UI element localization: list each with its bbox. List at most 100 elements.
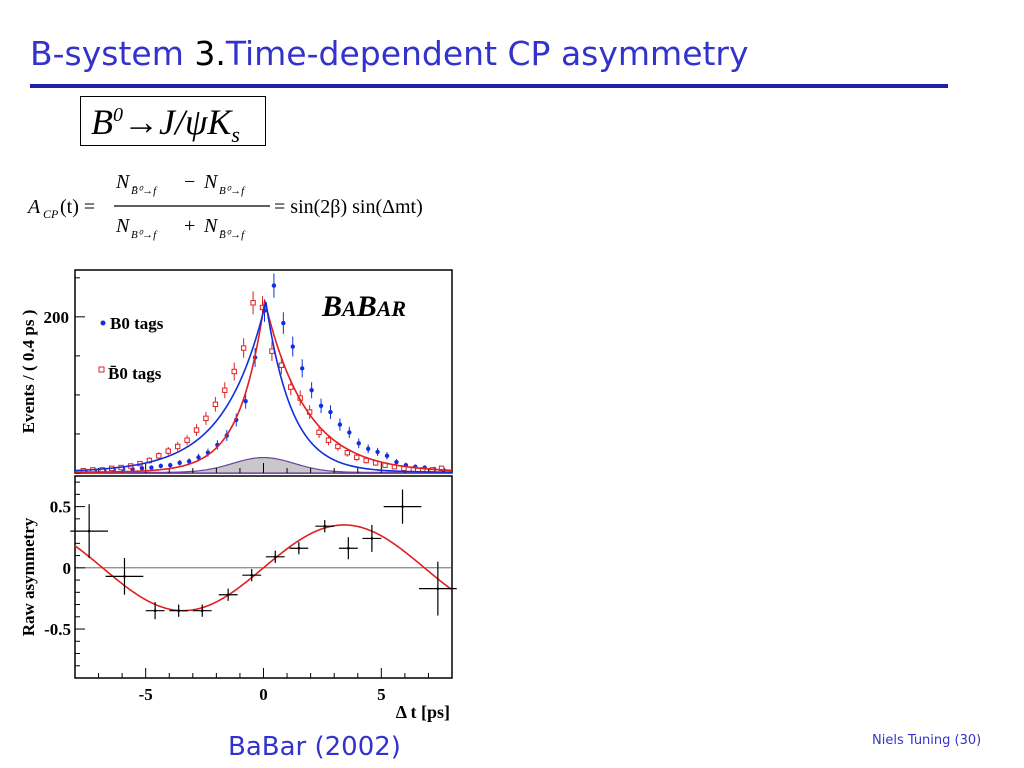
data-point-b0 — [281, 320, 286, 326]
data-point-b0 — [375, 449, 380, 455]
formula-num-n1: N — [115, 171, 131, 193]
formula-rhs: = sin(2β) sin(Δmt) — [274, 196, 423, 218]
data-point-b0bar — [240, 345, 247, 351]
asymmetry-point — [436, 587, 440, 590]
formula-num-n2: N — [203, 171, 219, 193]
data-point-b0bar — [325, 437, 332, 443]
asymmetry-x-tick-label: 5 — [377, 685, 386, 704]
asymmetry-y-tick-label: 0.5 — [50, 498, 71, 517]
title-number: 3. — [194, 34, 226, 73]
data-point-b0 — [328, 409, 333, 415]
events-axis-ticks — [74, 277, 453, 474]
asymmetry-point — [177, 609, 180, 612]
data-point-b0 — [384, 453, 390, 459]
formula-den-n1: N — [115, 215, 131, 237]
formula-plus: + — [184, 215, 195, 237]
data-point-b0bar — [212, 401, 219, 407]
events-fit-curves — [74, 300, 453, 473]
asymmetry-point — [401, 505, 404, 508]
fit-curve-b0 — [74, 301, 453, 473]
decay-channel-box: B0→J/ψKs — [80, 96, 266, 146]
cp-asymmetry-formula: A CP (t) = N B̄⁰→f − N B⁰→f N B⁰→f + N B… — [26, 171, 423, 241]
data-point-b0bar — [184, 437, 190, 443]
asymmetry-fit-line — [74, 524, 453, 612]
legend-marker-b0bar — [98, 366, 105, 373]
asymmetry-panel: -5 0 5 0.5 0 -0.5 Raw asymmetry Δ t [ps] — [19, 475, 457, 722]
asymmetry-point — [87, 529, 91, 533]
data-point-b0bar — [203, 415, 209, 422]
asymmetry-point — [226, 593, 230, 597]
events-panel: Events / ( 0.4 ps ) 200 BABAR B0 tags B̄… — [19, 269, 453, 474]
title-underline — [30, 84, 948, 88]
data-point-b0 — [177, 460, 182, 466]
data-point-b0 — [300, 366, 305, 371]
data-point-b0 — [196, 455, 201, 460]
formula-den-n2: N — [203, 215, 219, 237]
formula-lhs-a: A — [26, 196, 41, 218]
data-point-b0 — [186, 459, 192, 464]
title-prefix: B-system — [30, 34, 195, 73]
asymmetry-x-label: Δ t [ps] — [396, 702, 450, 722]
data-point-b0bar — [250, 300, 256, 306]
asymmetry-point — [153, 609, 157, 612]
formula-den-sub2: B̄⁰→f — [219, 229, 246, 241]
data-point-b0 — [149, 465, 154, 470]
data-point-b0bar — [156, 453, 162, 459]
legend: B0 tags B̄0 tags — [98, 314, 164, 383]
data-point-b0 — [347, 430, 352, 435]
asymmetry-point — [297, 546, 301, 550]
data-point-b0 — [271, 283, 277, 288]
asymmetry-point — [370, 537, 374, 540]
formula-num-sub2: B⁰→f — [219, 185, 246, 197]
data-point-b0bar — [335, 443, 341, 450]
legend-marker-b0 — [100, 320, 106, 326]
data-point-b0bar — [269, 348, 275, 354]
asymmetry-point — [250, 573, 254, 577]
asymmetry-point — [323, 524, 327, 528]
formula-num-sub1: B̄⁰→f — [131, 185, 158, 197]
data-point-b0 — [318, 403, 324, 409]
data-point-b0bar — [231, 368, 237, 375]
footer-author-page: Niels Tuning (30) — [872, 733, 982, 748]
asymmetry-point — [123, 575, 126, 578]
asymmetry-axis-ticks: -5 0 5 0.5 0 -0.5 — [44, 481, 453, 704]
formula-lhs-sub: CP — [43, 207, 59, 221]
data-point-b0bar — [222, 387, 228, 393]
data-point-b0bar — [363, 457, 369, 464]
data-point-b0 — [168, 462, 173, 468]
data-point-b0bar — [354, 454, 360, 461]
asymmetry-point — [347, 546, 350, 550]
footer-source: BaBar (2002) — [228, 732, 401, 762]
events-y-label: Events / ( 0.4 ps ) — [19, 310, 38, 434]
formula-minus: − — [184, 171, 195, 193]
data-point-b0bar — [193, 427, 200, 433]
data-point-b0bar — [316, 429, 322, 436]
legend-label-b0bar: B̄0 tags — [108, 364, 162, 383]
data-point-b0bar — [174, 443, 181, 450]
data-point-b0 — [394, 459, 399, 465]
data-point-b0 — [365, 446, 371, 451]
data-point-b0 — [337, 422, 343, 427]
data-point-b0 — [309, 388, 314, 393]
asymmetry-points — [70, 489, 457, 620]
events-y-tick-label: 200 — [44, 308, 70, 327]
asymmetry-y-tick-label: -0.5 — [44, 620, 71, 639]
data-point-b0 — [243, 398, 248, 404]
asymmetry-x-tick-label: -5 — [139, 685, 153, 704]
legend-label-b0: B0 tags — [110, 314, 164, 333]
formula-lhs-arg: (t) = — [60, 196, 95, 218]
data-point-b0bar — [165, 448, 171, 454]
asymmetry-y-tick-label: 0 — [63, 559, 72, 578]
asymmetry-fit-curve — [74, 524, 453, 612]
babar-charts: Events / ( 0.4 ps ) 200 BABAR B0 tags B̄… — [19, 269, 457, 722]
data-point-b0 — [158, 463, 164, 469]
asymmetry-y-label: Raw asymmetry — [19, 517, 38, 636]
data-point-b0 — [290, 344, 295, 349]
slide-title: B-system 3.Time-dependent CP asymmetry — [30, 34, 749, 73]
asymmetry-point — [200, 609, 204, 612]
babar-logo: BABAR — [321, 290, 406, 323]
data-point-b0 — [139, 466, 145, 471]
title-main: Time-dependent CP asymmetry — [225, 34, 749, 73]
asymmetry-point — [273, 555, 277, 559]
data-point-b0bar — [344, 450, 351, 456]
